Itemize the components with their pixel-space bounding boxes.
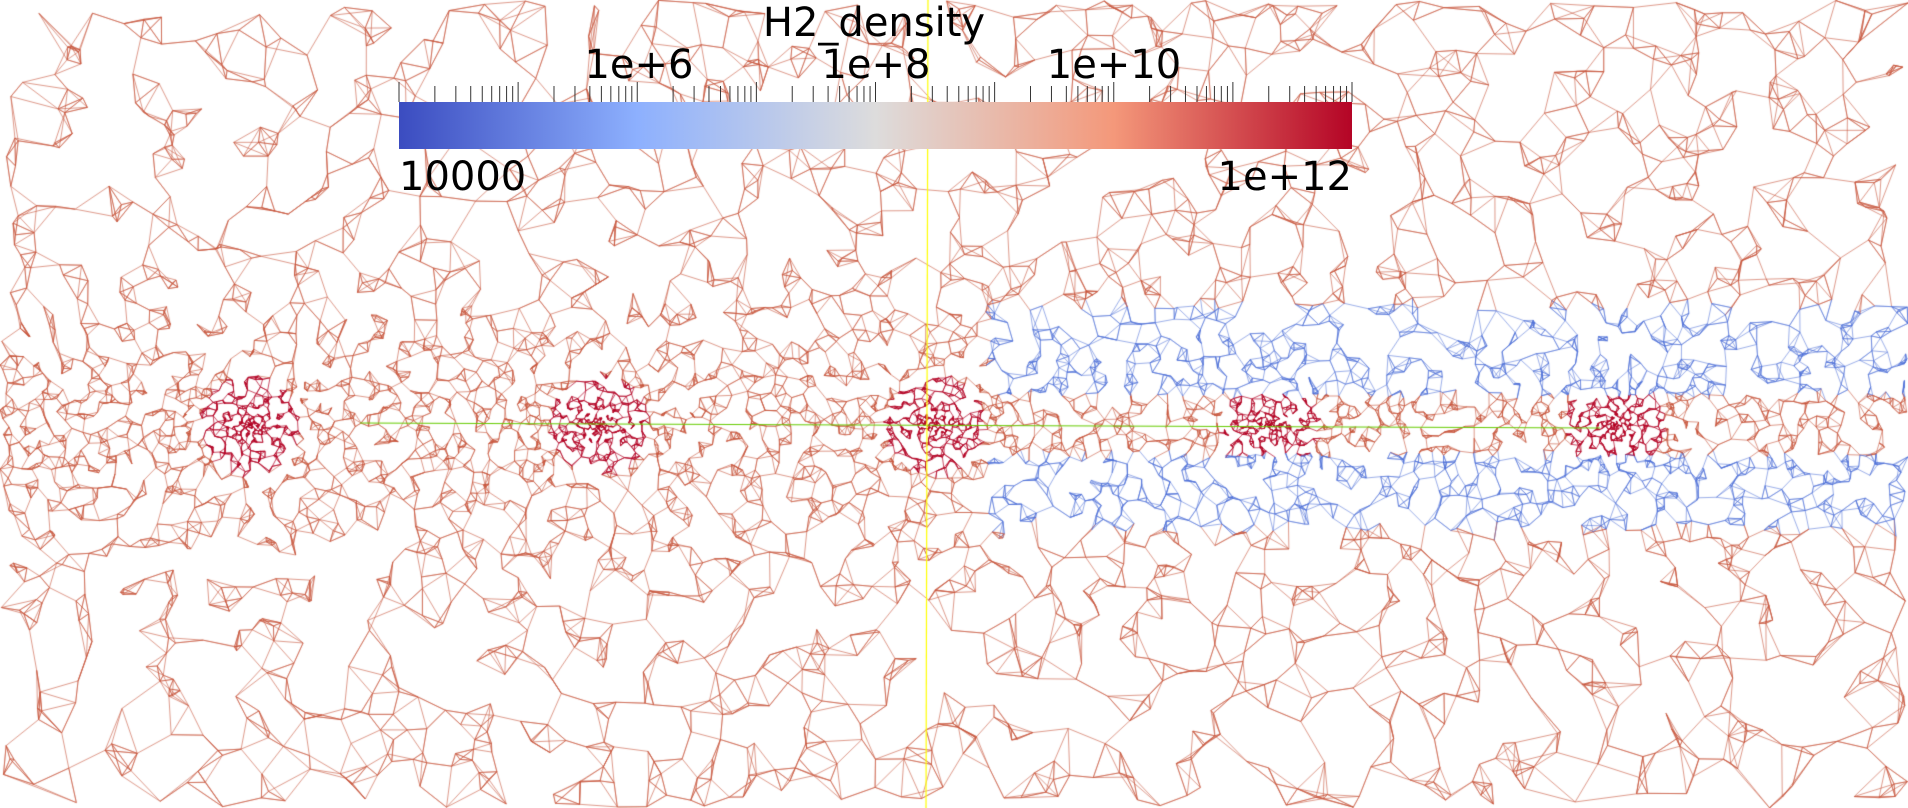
mesh-wireframe[interactable] — [0, 0, 1908, 808]
render-viewport[interactable]: H2_density 1e+6 1e+8 1e+10 10000 1e+12 — [0, 0, 1908, 808]
